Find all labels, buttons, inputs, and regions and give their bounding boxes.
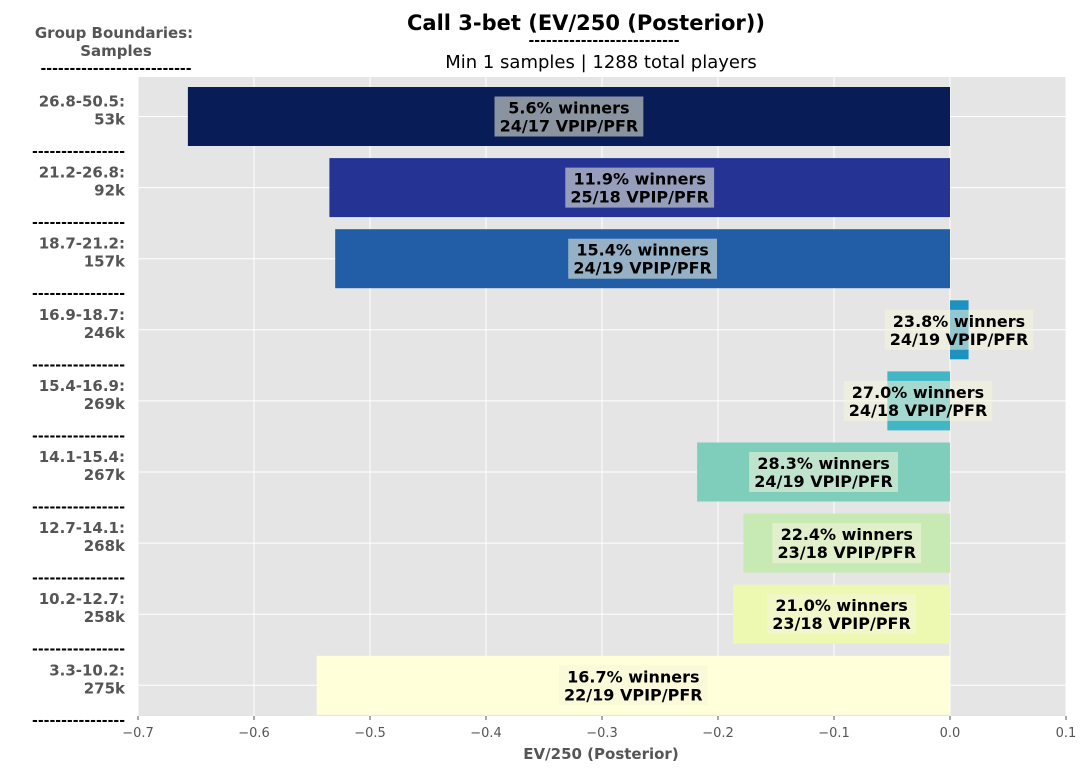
bar-label-box bbox=[558, 665, 708, 706]
y-samples-label: 275k bbox=[84, 679, 126, 697]
x-tick-label: 0.0 bbox=[940, 726, 961, 741]
y-samples-label: 258k bbox=[84, 608, 126, 626]
group-label-heading: Group Boundaries: bbox=[35, 24, 193, 42]
x-axis-label: EV/250 (Posterior) bbox=[523, 745, 678, 763]
y-group-label: 10.2-12.7: bbox=[39, 590, 125, 608]
x-tick-label: −0.4 bbox=[470, 726, 502, 741]
bar-label-box bbox=[565, 167, 715, 208]
bar-winners-label: 27.0% winners bbox=[852, 383, 984, 402]
bar-winners-label: 16.7% winners bbox=[567, 667, 699, 686]
y-samples-label: 267k bbox=[84, 466, 126, 484]
y-samples-label: 246k bbox=[84, 324, 126, 342]
bar-vpip-pfr-label: 22/19 VPIP/PFR bbox=[564, 685, 703, 704]
bar-label-box bbox=[494, 96, 644, 137]
bar-winners-label: 5.6% winners bbox=[508, 99, 629, 118]
y-separator: ---------------- bbox=[32, 713, 125, 729]
bar-vpip-pfr-label: 24/19 VPIP/PFR bbox=[890, 330, 1029, 349]
bar-vpip-pfr-label: 24/18 VPIP/PFR bbox=[849, 401, 988, 420]
x-tick-label: −0.5 bbox=[354, 726, 386, 741]
bar-winners-label: 28.3% winners bbox=[757, 454, 889, 473]
y-separator: ---------------- bbox=[32, 428, 125, 444]
x-tick-label: −0.6 bbox=[238, 726, 270, 741]
y-separator: ---------------- bbox=[32, 144, 125, 160]
chart-title: Call 3-bet (EV/250 (Posterior)) bbox=[407, 11, 765, 35]
bar-label-box bbox=[772, 523, 922, 564]
x-tick-label: −0.3 bbox=[586, 726, 618, 741]
bar-label-box bbox=[767, 594, 916, 635]
bar-label-box bbox=[843, 380, 993, 421]
bar-vpip-pfr-label: 24/17 VPIP/PFR bbox=[500, 117, 639, 136]
bar-label-box bbox=[568, 238, 717, 279]
y-samples-label: 157k bbox=[84, 253, 126, 271]
x-tick-label: −0.1 bbox=[818, 726, 850, 741]
bar-winners-label: 21.0% winners bbox=[775, 596, 907, 615]
bar-winners-label: 15.4% winners bbox=[576, 241, 708, 260]
y-samples-label: 92k bbox=[94, 182, 126, 200]
x-tick-label: 0.1 bbox=[1056, 726, 1077, 741]
samples-heading: Samples bbox=[80, 42, 152, 60]
heading-rule: -------------------------- bbox=[40, 61, 191, 77]
bar-vpip-pfr-label: 24/19 VPIP/PFR bbox=[754, 472, 893, 491]
x-tick-label: −0.7 bbox=[122, 726, 154, 741]
y-group-label: 3.3-10.2: bbox=[49, 661, 125, 679]
x-tick-label: −0.2 bbox=[702, 726, 734, 741]
y-separator: ---------------- bbox=[32, 571, 125, 587]
bar-vpip-pfr-label: 25/18 VPIP/PFR bbox=[570, 188, 709, 207]
y-separator: ---------------- bbox=[32, 357, 125, 373]
y-group-label: 12.7-14.1: bbox=[39, 519, 125, 537]
y-separator: ---------------- bbox=[32, 215, 125, 231]
x-axis-ticks: −0.7 −0.6 −0.5 −0.4 −0.3 −0.2 −0.1 0.0 0.1 bbox=[122, 716, 1076, 741]
y-samples-label: 53k bbox=[94, 111, 126, 129]
y-group-label: 21.2-26.8: bbox=[39, 164, 125, 182]
bar-winners-label: 22.4% winners bbox=[781, 525, 913, 544]
title-rule: -------------------------- bbox=[528, 33, 679, 49]
y-axis-labels: 26.8-50.5:53k ---------------- 21.2-26.8:9… bbox=[32, 93, 126, 729]
bar-winners-label: 23.8% winners bbox=[893, 312, 1025, 331]
y-samples-label: 268k bbox=[84, 537, 126, 555]
bar-vpip-pfr-label: 24/19 VPIP/PFR bbox=[573, 259, 712, 278]
y-group-label: 16.9-18.7: bbox=[39, 306, 125, 324]
chart-subtitle: Min 1 samples | 1288 total players bbox=[445, 52, 757, 73]
y-separator: ---------------- bbox=[32, 500, 125, 516]
bar-vpip-pfr-label: 23/18 VPIP/PFR bbox=[777, 543, 916, 562]
y-group-label: 26.8-50.5: bbox=[39, 93, 125, 111]
y-group-label: 14.1-15.4: bbox=[39, 448, 125, 466]
bar-winners-label: 11.9% winners bbox=[574, 170, 706, 189]
y-separator: ---------------- bbox=[32, 642, 125, 658]
bar-label-box bbox=[749, 452, 898, 492]
y-group-label: 18.7-21.2: bbox=[39, 235, 125, 253]
y-samples-label: 269k bbox=[84, 395, 126, 413]
bar-label-box bbox=[884, 309, 1034, 350]
y-separator: ---------------- bbox=[32, 286, 125, 302]
y-group-label: 15.4-16.9: bbox=[39, 377, 125, 395]
bar-vpip-pfr-label: 23/18 VPIP/PFR bbox=[772, 614, 911, 633]
